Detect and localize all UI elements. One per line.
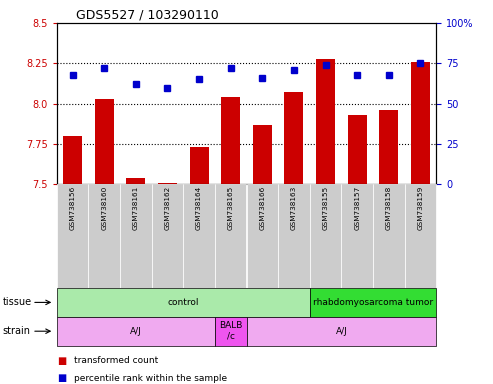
Text: rhabdomyosarcoma tumor: rhabdomyosarcoma tumor <box>313 298 433 307</box>
Bar <box>95 99 113 184</box>
Text: ■: ■ <box>57 373 66 383</box>
Text: GSM738165: GSM738165 <box>228 186 234 230</box>
Bar <box>253 125 272 184</box>
Bar <box>411 62 430 184</box>
Text: GSM738160: GSM738160 <box>101 186 107 230</box>
Text: GSM738163: GSM738163 <box>291 186 297 230</box>
Bar <box>348 115 367 184</box>
Bar <box>284 93 304 184</box>
Text: BALB
/c: BALB /c <box>219 321 243 341</box>
Bar <box>380 110 398 184</box>
Text: GSM738166: GSM738166 <box>259 186 265 230</box>
Text: GSM738156: GSM738156 <box>70 186 75 230</box>
Bar <box>221 97 240 184</box>
Bar <box>126 178 145 184</box>
Text: A/J: A/J <box>336 327 347 336</box>
Text: GSM738161: GSM738161 <box>133 186 139 230</box>
Text: GSM738157: GSM738157 <box>354 186 360 230</box>
Text: ■: ■ <box>57 356 66 366</box>
Text: A/J: A/J <box>130 327 141 336</box>
Text: GDS5527 / 103290110: GDS5527 / 103290110 <box>76 9 218 22</box>
Text: strain: strain <box>2 326 31 336</box>
Text: GSM738162: GSM738162 <box>164 186 171 230</box>
Text: transformed count: transformed count <box>74 356 158 366</box>
Text: GSM738155: GSM738155 <box>322 186 329 230</box>
Text: tissue: tissue <box>2 297 32 308</box>
Bar <box>189 147 209 184</box>
Bar <box>316 58 335 184</box>
Text: GSM738158: GSM738158 <box>386 186 392 230</box>
Text: GSM738164: GSM738164 <box>196 186 202 230</box>
Text: percentile rank within the sample: percentile rank within the sample <box>74 374 227 383</box>
Text: GSM738159: GSM738159 <box>418 186 423 230</box>
Bar <box>63 136 82 184</box>
Text: control: control <box>168 298 199 307</box>
Bar <box>158 183 177 184</box>
